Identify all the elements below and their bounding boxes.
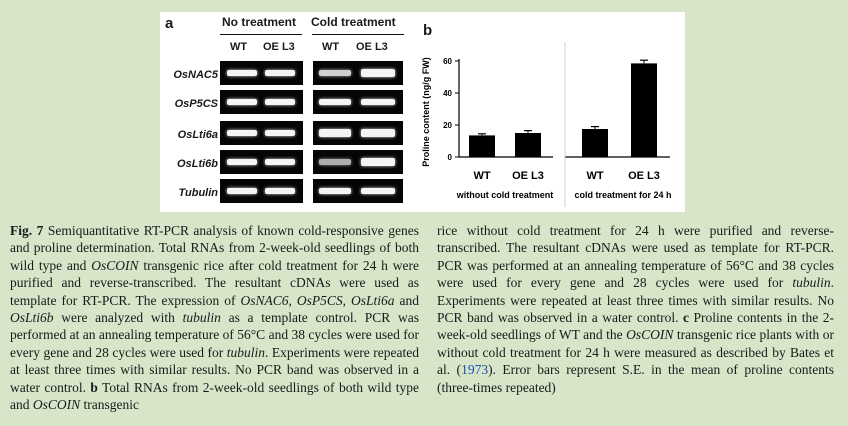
gel-oslti6b-untreated — [220, 150, 303, 174]
bar — [515, 133, 541, 157]
lane-oe-l3-2: OE L3 — [356, 41, 388, 53]
x-tick-label: WT — [473, 170, 490, 182]
caption-column-1: Fig. 7 Semiquantitative RT-PCR analysis … — [10, 222, 419, 413]
caption-text-2: rice without cold treatment for 24 h wer… — [437, 223, 834, 395]
caption-run: b — [90, 379, 98, 395]
caption-text-1: Semiquantitative RT-PCR analysis of know… — [10, 223, 419, 412]
gene-label-oslti6b: OsLti6b — [177, 158, 218, 170]
caption-run: . Experiments were repeated at least thr… — [10, 344, 419, 395]
band — [265, 70, 295, 76]
gel-osnac5-untreated — [220, 61, 303, 85]
band — [319, 99, 351, 105]
band — [319, 129, 351, 137]
lane-wt-2: WT — [322, 41, 340, 53]
bars — [469, 59, 657, 157]
caption-run: Total RNAs from 2-week-old seedlings of … — [10, 379, 419, 413]
caption-run: c — [683, 310, 689, 326]
caption-run: OsNAC6 — [240, 292, 289, 308]
caption-run: transgenic rice after cold treatment for… — [10, 257, 419, 308]
band — [265, 188, 295, 194]
y-tick-label: 40 — [443, 89, 452, 98]
x-axis-labels: WT OE L3 WT OE L3 without cold treatment cold… — [456, 170, 672, 200]
caption-run: rice without cold treatment for 24 h wer… — [437, 223, 834, 291]
gene-label-oslti6a: OsLti6a — [177, 129, 218, 141]
group-no-treatment: No treatment — [222, 15, 297, 29]
x-tick-label: OE L3 — [628, 170, 660, 182]
band — [319, 70, 351, 76]
caption-run: Semiquantitative RT-PCR analysis of know… — [10, 223, 419, 273]
group-cold-treatment: Cold treatment — [311, 15, 396, 29]
gel-osnac5-cold — [313, 61, 403, 85]
caption-run: OsCOIN — [32, 397, 81, 413]
gene-label-tubulin: Tubulin — [178, 187, 218, 199]
band — [227, 188, 257, 194]
figure-7: a No treatment Cold treatment WT OE L3 W… — [160, 12, 685, 212]
gel-oslti6b-cold — [313, 150, 403, 174]
proline-bar-chart: Proline content (ng/g FW) 0 20 40 60 WT OE L… — [421, 42, 672, 207]
caption-run: were analyzed with — [53, 310, 183, 326]
panel-b-letter: b — [423, 22, 433, 39]
caption-run: , — [342, 292, 352, 308]
caption-run: transgenic rice plants with or without c… — [437, 327, 834, 378]
bar — [469, 135, 495, 157]
caption-run: Proline contents in the 2-week-old seedl… — [437, 310, 834, 343]
band — [361, 158, 395, 166]
bar — [631, 63, 657, 157]
caption-run: transgenic — [80, 397, 139, 413]
caption-run: , — [288, 292, 297, 308]
y-tick-label: 60 — [443, 57, 452, 66]
group-label-without-cold: without cold treatment — [456, 190, 554, 200]
band — [361, 69, 395, 77]
lane-oe-l3-1: OE L3 — [263, 41, 295, 53]
underline-no-treatment — [220, 34, 302, 35]
band — [361, 188, 395, 194]
gel-oslti6a-cold — [313, 121, 403, 145]
band — [319, 188, 351, 194]
band — [265, 130, 295, 136]
caption-run: OsP5CS — [296, 292, 343, 308]
band — [319, 159, 351, 165]
band — [361, 99, 395, 105]
band — [227, 99, 257, 105]
x-tick-label: OE L3 — [512, 170, 544, 182]
caption-run: and — [394, 292, 420, 308]
band — [227, 130, 257, 136]
caption-run: OsLti6b — [10, 310, 54, 326]
group-label-cold-24h: cold treatment for 24 h — [574, 190, 671, 200]
caption-run: tubulin — [226, 344, 265, 360]
gel-tubulin-cold — [313, 179, 403, 203]
panel-a-letter: a — [165, 15, 174, 32]
gel-osp5cs-untreated — [220, 90, 303, 114]
gel-oslti6a-untreated — [220, 121, 303, 145]
caption-run: tubulin — [792, 275, 831, 291]
y-tick-label: 20 — [443, 121, 452, 130]
caption-run: OsCOIN — [91, 257, 139, 273]
lane-wt-1: WT — [230, 41, 248, 53]
caption-run: tubulin — [182, 310, 221, 326]
caption-run: OsLti6a — [351, 292, 395, 308]
caption-column-2: rice without cold treatment for 24 h wer… — [437, 222, 834, 396]
band — [227, 159, 257, 165]
y-tick-label: 0 — [448, 153, 453, 162]
band — [227, 70, 257, 76]
gel-tubulin-untreated — [220, 179, 303, 203]
figure-label: Fig. 7 — [10, 223, 44, 238]
reference-link[interactable]: 1973 — [461, 362, 489, 378]
gene-label-osp5cs: OsP5CS — [174, 98, 218, 110]
caption-run: OsCOIN — [626, 327, 674, 343]
gene-label-osnac5: OsNAC5 — [173, 69, 218, 81]
gel-osp5cs-cold — [313, 90, 403, 114]
caption-run: . Experiments were repeated at least thr… — [437, 275, 834, 326]
caption-run: as a template control. PCR was performed… — [10, 310, 420, 360]
band — [361, 129, 395, 137]
bar — [582, 129, 608, 157]
band — [265, 99, 295, 105]
y-axis-label: Proline content (ng/g FW) — [421, 57, 431, 167]
x-tick-label: WT — [586, 170, 603, 182]
caption-run: ). Error bars represent S.E. in the mean… — [437, 362, 834, 395]
underline-cold-treatment — [312, 34, 404, 35]
band — [265, 159, 295, 165]
